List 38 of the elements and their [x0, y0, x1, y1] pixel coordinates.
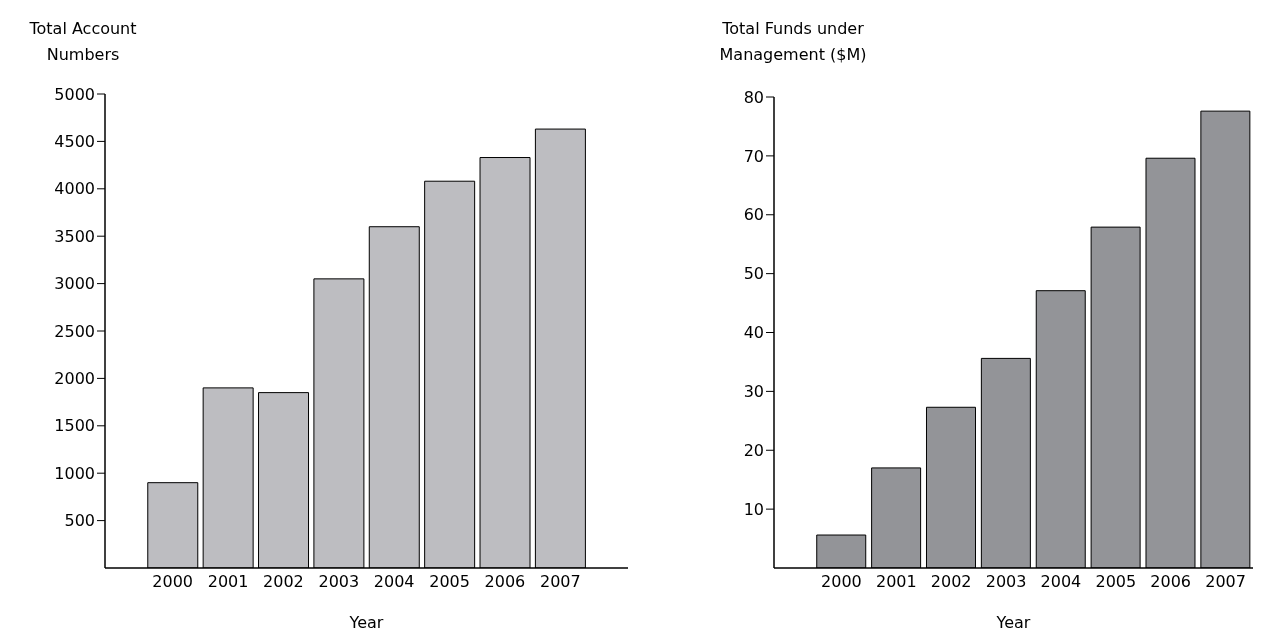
x-tick-label: 2005 [1095, 572, 1137, 592]
y-axis-title: Total Account Numbers [28, 18, 138, 66]
x-tick-label: 2006 [1150, 572, 1192, 592]
x-tick-label: 2000 [821, 572, 862, 592]
y-tick-label: 20 [743, 440, 764, 460]
y-tick-label: 80 [743, 87, 764, 107]
y-tick-label: 50 [743, 264, 764, 284]
y-tick-label: 30 [743, 382, 764, 402]
x-tick-label: 2007 [1205, 572, 1246, 592]
x-axis-title: Year [348, 613, 384, 632]
y-tick-label: 70 [743, 146, 764, 166]
x-tick-label: 2004 [373, 572, 415, 592]
y-tick-label: 500 [64, 511, 95, 531]
x-axis-title: Year [995, 613, 1031, 632]
y-tick-label: 60 [743, 205, 764, 225]
x-tick-label: 2002 [263, 572, 304, 592]
y-tick-label: 4500 [54, 132, 95, 152]
y-tick-label: 1000 [54, 463, 95, 483]
x-tick-label: 2003 [318, 572, 360, 592]
y-axis-title: Total Funds under Management ($M) [718, 18, 868, 66]
x-tick-label: 2006 [484, 572, 526, 592]
x-tick-label: 2001 [207, 572, 249, 592]
y-tick-label: 2500 [54, 321, 95, 341]
y-tick-label: 3500 [54, 226, 95, 246]
x-tick-label: 2002 [930, 572, 972, 592]
y-tick-label: 4000 [54, 179, 95, 199]
x-tick-label: 2000 [152, 572, 194, 592]
y-tick-label: 10 [743, 499, 764, 519]
x-tick-label: 2005 [429, 572, 470, 592]
x-tick-label: 2004 [1040, 572, 1082, 592]
y-tick-label: 1500 [54, 416, 95, 436]
y-tick-label: 5000 [54, 84, 95, 104]
y-tick-label: 2000 [54, 369, 95, 389]
x-tick-label: 2007 [539, 572, 581, 592]
y-tick-label: 40 [743, 323, 764, 343]
x-tick-label: 2003 [985, 572, 1027, 592]
y-tick-label: 3000 [54, 274, 95, 294]
x-tick-label: 2001 [875, 572, 917, 592]
